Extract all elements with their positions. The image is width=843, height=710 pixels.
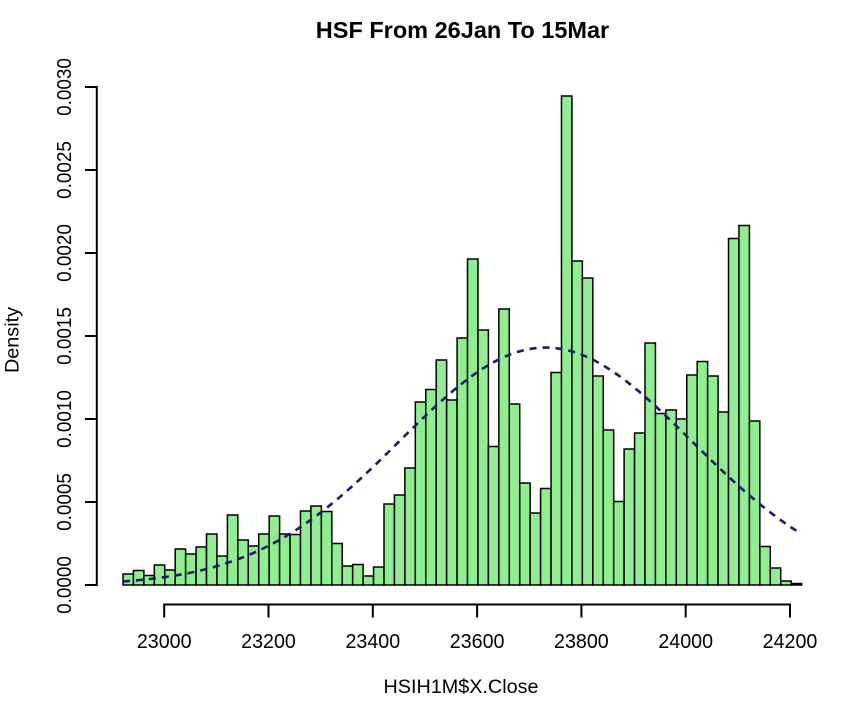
svg-text:Density: Density <box>2 307 24 373</box>
svg-text:HSIH1M$X.Close: HSIH1M$X.Close <box>383 676 538 698</box>
svg-text:HSF From 26Jan To 15Mar: HSF From 26Jan To 15Mar <box>316 17 609 43</box>
svg-text:0.0000: 0.0000 <box>53 556 76 614</box>
svg-text:23600: 23600 <box>450 630 505 653</box>
svg-text:0.0025: 0.0025 <box>53 141 76 199</box>
svg-text:23800: 23800 <box>554 630 609 653</box>
svg-text:24000: 24000 <box>658 630 713 653</box>
svg-text:0.0005: 0.0005 <box>53 473 76 531</box>
svg-text:23000: 23000 <box>137 630 192 653</box>
svg-text:0.0015: 0.0015 <box>53 307 76 365</box>
svg-text:0.0020: 0.0020 <box>53 224 76 282</box>
svg-text:23400: 23400 <box>345 630 400 653</box>
svg-text:23200: 23200 <box>241 630 296 653</box>
svg-text:24200: 24200 <box>763 630 818 653</box>
svg-text:0.0010: 0.0010 <box>53 390 76 448</box>
svg-text:0.0030: 0.0030 <box>53 58 76 116</box>
